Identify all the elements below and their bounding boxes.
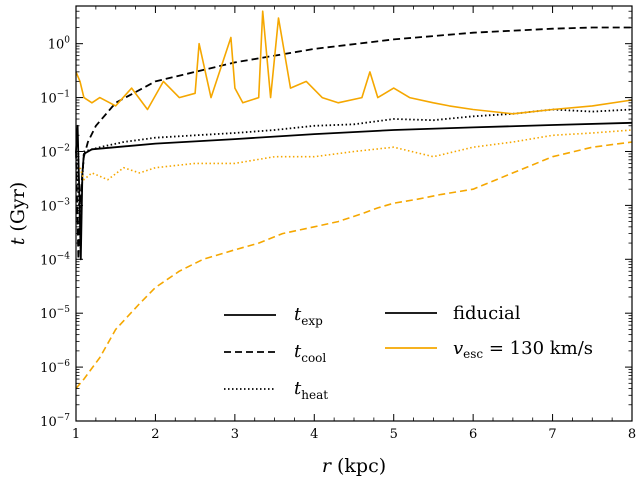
legend-label-heat: theat bbox=[294, 378, 328, 402]
y-axis-label: t (Gyr) bbox=[7, 182, 29, 246]
x-tick-label: 8 bbox=[628, 427, 636, 442]
y-tick-label: 10−3 bbox=[40, 197, 70, 214]
y-tick-label: 10−7 bbox=[40, 413, 70, 430]
y-tick-label: 10−5 bbox=[40, 305, 70, 322]
x-tick-label: 6 bbox=[469, 427, 477, 442]
legend-label-exp: texp bbox=[294, 304, 323, 328]
x-axis-label: r (kpc) bbox=[322, 455, 386, 477]
y-tick-label: 10−4 bbox=[40, 251, 70, 268]
y-tick-label: 10−2 bbox=[40, 143, 70, 160]
legend-label-model-0: fiducial bbox=[453, 303, 521, 324]
ticks-layer: 1 2 3 4 5 6 7 8 10−7 10−6 10−5 10−4 10−3 10−2 10−1 100 bbox=[40, 5, 636, 442]
y-tick-label: 100 bbox=[48, 36, 71, 53]
x-tick-label: 2 bbox=[151, 427, 159, 442]
legend-label-model-1: vesc = 130 km/s bbox=[453, 338, 593, 361]
series-fiducial-t_heat bbox=[75, 108, 633, 223]
legend: texp tcool theat fiducial vesc = 130 km/s bbox=[224, 303, 593, 402]
x-tick-label: 4 bbox=[310, 427, 318, 442]
series-vesc-t_heat bbox=[79, 129, 633, 181]
x-tick-label: 3 bbox=[231, 427, 239, 442]
series-vesc-t_cool bbox=[75, 141, 633, 390]
x-tick-label: 5 bbox=[390, 427, 398, 442]
x-tick-label: 7 bbox=[548, 427, 556, 442]
y-tick-label: 10−6 bbox=[40, 359, 70, 376]
series-vesc-t_exp bbox=[75, 10, 633, 115]
series-fiducial-t_cool bbox=[75, 26, 632, 261]
x-tick-label: 1 bbox=[72, 427, 80, 442]
series-fiducial-t_exp bbox=[75, 121, 633, 261]
y-tick-label: 10−1 bbox=[40, 90, 70, 107]
series-layer bbox=[75, 10, 633, 390]
legend-label-cool: tcool bbox=[294, 341, 326, 365]
